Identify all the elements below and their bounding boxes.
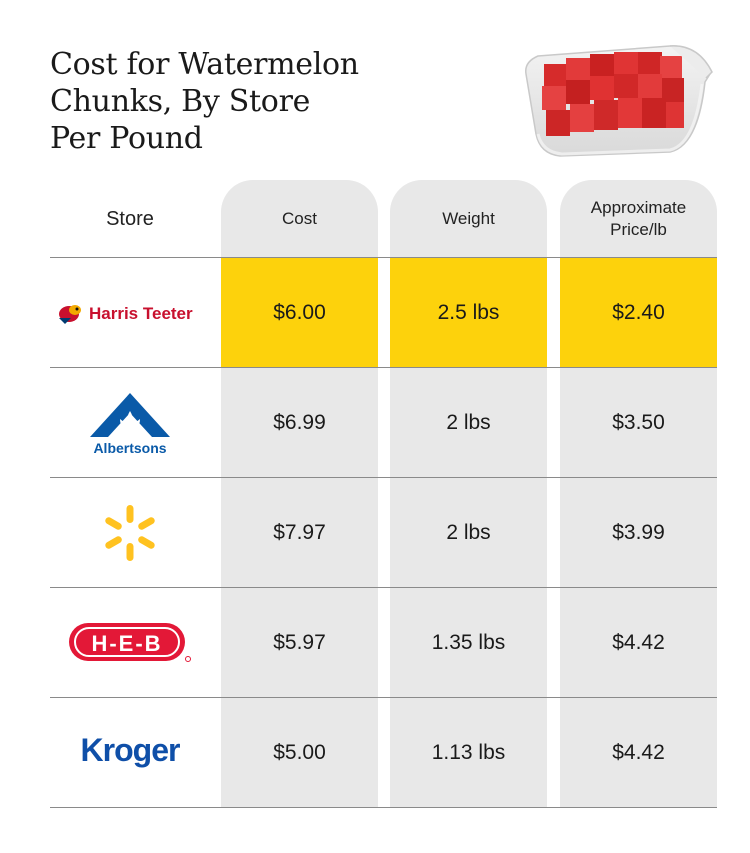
highlight-weight [390, 258, 547, 368]
price-walmart: $3.99 [612, 521, 665, 544]
row-divider [50, 477, 717, 478]
svg-text:Albertsons: Albertsons [93, 440, 166, 456]
cost-albertsons: $6.99 [273, 411, 326, 434]
weight-walmart: 2 lbs [446, 521, 491, 544]
highlight-price [560, 258, 717, 368]
price-kroger: $4.42 [612, 741, 665, 764]
watermelon-tub-image [525, 45, 713, 157]
header-price-line-2: Price/lb [610, 220, 667, 239]
title-line-1: Cost for Watermelon [50, 47, 359, 82]
cost-heb: $5.97 [273, 631, 326, 654]
price-heb: $4.42 [612, 631, 665, 654]
walmart-spark-logo [50, 478, 210, 588]
header-weight: Weight [442, 209, 495, 228]
title-line-2: Chunks, By Store [50, 84, 311, 119]
header-cost: Cost [282, 209, 317, 228]
cost-walmart: $7.97 [273, 521, 326, 544]
heb-logo: H-E-B [50, 588, 210, 698]
highlight-cost [221, 258, 378, 368]
row-divider [50, 367, 717, 368]
row-divider [50, 257, 717, 258]
weight-kroger: 1.13 lbs [431, 741, 506, 764]
kroger-logo: Kroger [50, 698, 210, 808]
row-divider [50, 697, 717, 698]
header-store: Store [106, 208, 154, 230]
cost-kroger: $5.00 [273, 741, 326, 764]
svg-text:H-E-B: H-E-B [91, 631, 162, 656]
weight-harris-teeter: 2.5 lbs [437, 301, 500, 324]
albertsons-logo: Albertsons [50, 368, 210, 478]
harris-teeter-logo: Harris Teeter [50, 258, 210, 368]
svg-text:Kroger: Kroger [81, 732, 180, 768]
cost-harris-teeter: $6.00 [273, 301, 326, 324]
price-harris-teeter: $2.40 [612, 301, 665, 324]
row-divider [50, 587, 717, 588]
svg-text:Harris Teeter: Harris Teeter [89, 304, 193, 323]
header-price-line-1: Approximate [590, 198, 687, 217]
title-line-3: Per Pound [50, 121, 203, 156]
page-title: Cost for Watermelon Chunks, By Store Per… [50, 46, 359, 157]
weight-albertsons: 2 lbs [446, 411, 491, 434]
weight-heb: 1.35 lbs [431, 631, 506, 654]
row-divider [50, 807, 717, 808]
harris-teeter-bird-icon [59, 305, 81, 324]
price-albertsons: $3.50 [612, 411, 665, 434]
header-price: Approximate Price/lb [560, 180, 717, 258]
